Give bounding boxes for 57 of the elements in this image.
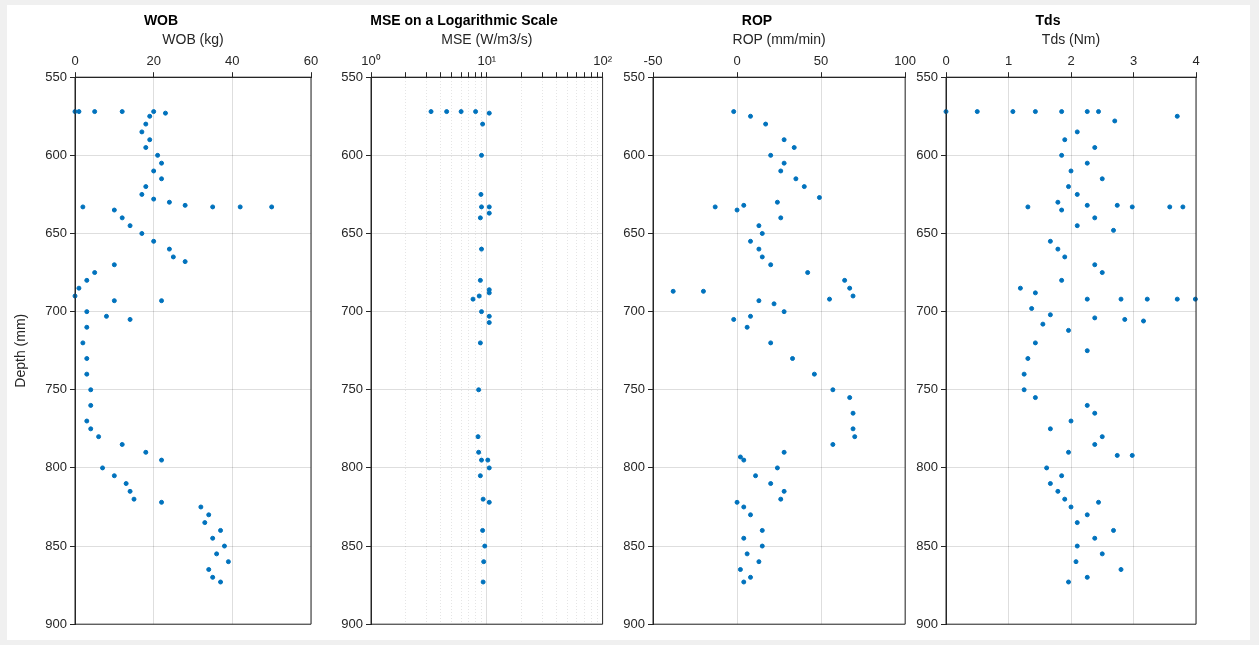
y-tick-label: 550 (916, 68, 938, 84)
x-tick-label: 1 (1004, 52, 1013, 68)
x-axis-title: MSE (W/m3/s) (441, 31, 533, 48)
y-tick-label: 550 (45, 68, 67, 84)
chart-title: MSE on a Logarithmic Scale (370, 12, 558, 29)
chart-title: WOB (143, 12, 179, 29)
y-tick-label: 700 (623, 303, 645, 319)
y-tick-label: 900 (623, 615, 645, 631)
x-tick-label: 60 (303, 52, 319, 68)
y-tick-label: 750 (45, 381, 67, 397)
y-tick-label: 650 (623, 225, 645, 241)
x-tick-label: 40 (225, 52, 240, 68)
x-tick-label: 100 (894, 52, 917, 68)
y-tick-label: 700 (45, 303, 67, 319)
y-tick-label: 600 (623, 146, 645, 162)
x-axis-title: WOB (kg) (162, 31, 224, 48)
y-tick-label: 750 (623, 381, 645, 397)
y-tick-label: 750 (916, 381, 938, 397)
x-tick-label: 10² (593, 52, 613, 68)
x-tick-label: 10¹ (477, 52, 497, 68)
y-tick-label: 700 (341, 303, 363, 319)
y-tick-label: 600 (341, 146, 363, 162)
y-tick-label: 850 (623, 537, 645, 553)
y-tick-label: 700 (916, 303, 938, 319)
y-tick-label: 850 (341, 537, 363, 553)
x-tick-label: 0 (942, 52, 950, 68)
x-tick-label: 4 (1192, 52, 1200, 68)
y-tick-label: 850 (45, 537, 67, 553)
y-tick-label: 750 (341, 381, 363, 397)
y-axis-title: Depth (mm) (12, 313, 29, 388)
y-tick-label: 800 (916, 459, 938, 475)
y-tick-label: 600 (45, 146, 67, 162)
x-tick-label: -50 (643, 52, 663, 68)
y-tick-label: 800 (623, 459, 645, 475)
x-axis-title: ROP (mm/min) (732, 31, 826, 48)
y-tick-label: 900 (341, 615, 363, 631)
x-tick-label: 50 (813, 52, 829, 68)
x-tick-label: 3 (1129, 52, 1138, 68)
y-tick-label: 550 (623, 68, 645, 84)
y-tick-label: 650 (916, 225, 938, 241)
x-tick-label: 10⁰ (361, 52, 381, 68)
y-tick-label: 650 (45, 225, 67, 241)
y-tick-label: 900 (916, 615, 938, 631)
chart-title: Tds (1035, 12, 1061, 29)
x-tick-label: 0 (71, 52, 79, 68)
y-tick-label: 800 (341, 459, 363, 475)
y-tick-label: 650 (341, 225, 363, 241)
chart-title: ROP (741, 12, 773, 29)
y-tick-label: 550 (341, 68, 363, 84)
x-tick-label: 0 (733, 52, 741, 68)
y-tick-label: 900 (45, 615, 67, 631)
x-tick-label: 20 (146, 52, 161, 68)
y-tick-label: 850 (916, 537, 938, 553)
y-tick-label: 800 (45, 459, 67, 475)
x-axis-title: Tds (Nm) (1041, 31, 1101, 48)
y-tick-label: 600 (916, 146, 938, 162)
x-tick-label: 2 (1067, 52, 1075, 68)
